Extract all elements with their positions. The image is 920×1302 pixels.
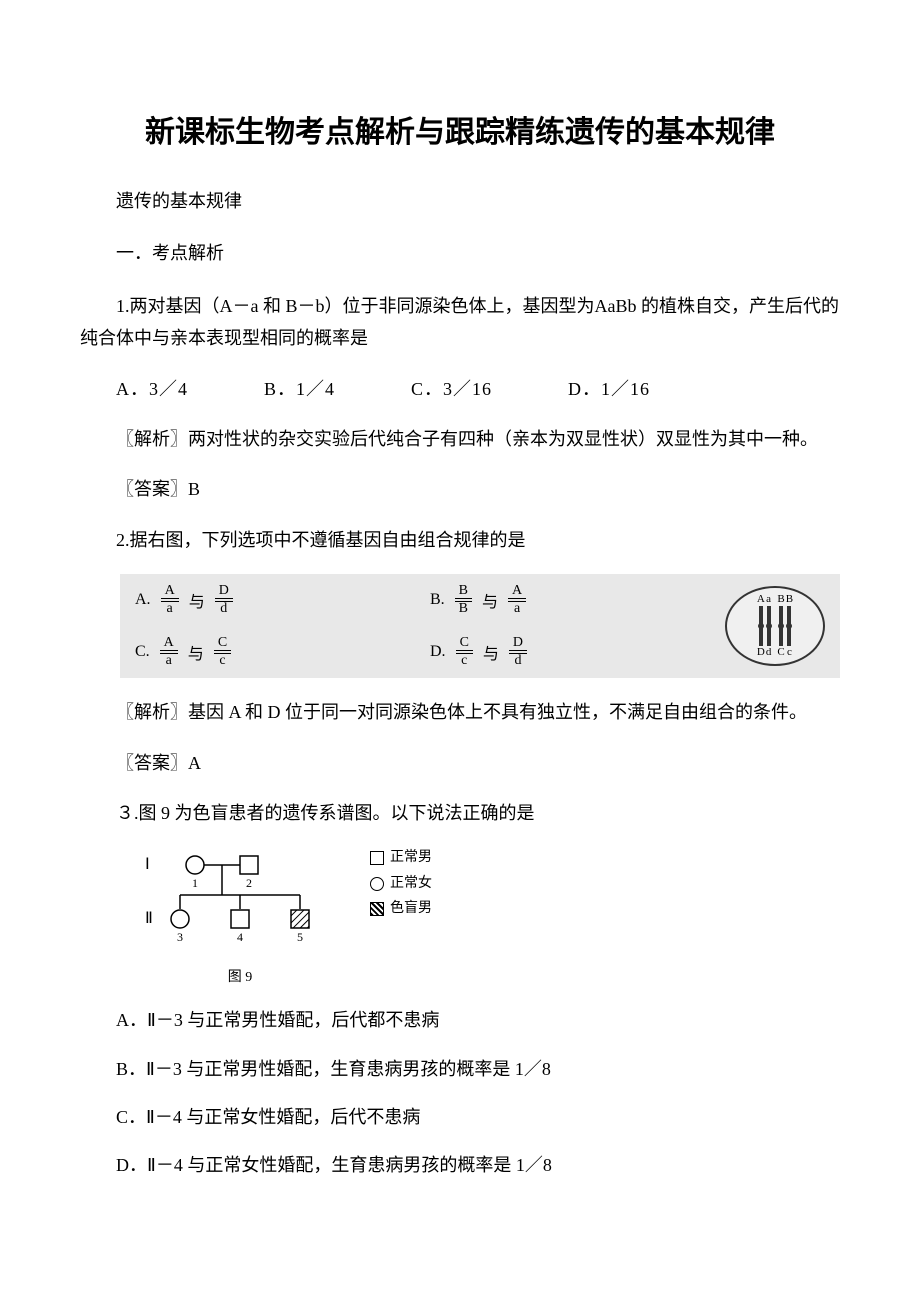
q2-answer: 〖答案〗A xyxy=(80,747,840,779)
q1-text: 1.两对基因（A－a 和 B－b）位于非同源染色体上，基因型为AaBb 的植株自… xyxy=(80,290,840,355)
q2-opt-b-label: B. xyxy=(430,591,445,609)
section-heading-1: 一．考点解析 xyxy=(80,237,840,269)
chrom-lbl: d xyxy=(766,647,772,658)
chrom-lbl: C xyxy=(777,647,784,658)
conj: 与 xyxy=(188,640,204,664)
chrom-lbl: A xyxy=(757,594,765,605)
gene-c-bot2: c xyxy=(215,654,229,668)
chrom-lbl: c xyxy=(787,647,792,658)
gene-d-bot2: d xyxy=(510,654,525,668)
pedigree-id-4: 4 xyxy=(237,930,243,944)
legend-normal-male: 正常男 xyxy=(390,847,432,869)
square-icon xyxy=(370,851,384,865)
gene-b-bot1: B xyxy=(455,602,472,616)
legend-normal-female: 正常女 xyxy=(390,873,432,895)
document-subtitle: 遗传的基本规律 xyxy=(80,185,840,217)
pedigree-id-5: 5 xyxy=(297,930,303,944)
q3-figure: Ⅰ 1 2 Ⅱ 3 4 5 图 9 xyxy=(140,847,840,986)
conj: 与 xyxy=(189,588,205,612)
q3-option-b: B．Ⅱ－3 与正常男性婚配，生育患病男孩的概率是 1／8 xyxy=(80,1053,840,1085)
gene-c-top1: A xyxy=(160,636,178,651)
gene-a-bot: a xyxy=(163,602,177,616)
gen-1-label: Ⅰ xyxy=(145,856,150,873)
q1-options: A．3／4 B．1／4 C．3／16 D．1／16 xyxy=(80,373,840,405)
q3-option-a: A．Ⅱ－3 与正常男性婚配，后代都不患病 xyxy=(80,1004,840,1036)
conj: 与 xyxy=(483,640,499,664)
q2-opt-c-label: C. xyxy=(135,643,150,661)
gene-b-top2: A xyxy=(508,584,526,599)
gene-c-bot1: a xyxy=(162,654,176,668)
pedigree-id-1: 1 xyxy=(192,876,198,890)
chrom-lbl: D xyxy=(757,647,765,658)
q1-analysis: 〖解析〗两对性状的杂交实验后代纯合子有四种（亲本为双显性状）双显性为其中一种。 xyxy=(80,423,840,455)
legend-cb-male: 色盲男 xyxy=(390,898,432,920)
gene-b-bot2: a xyxy=(510,602,524,616)
q2-figure: A. A a 与 D d C. A a xyxy=(120,574,840,678)
q2-option-d: D. C c 与 D d xyxy=(430,636,715,668)
chrom-lbl: B xyxy=(786,594,793,605)
gene-d-top: D xyxy=(215,584,233,599)
chromosome-diagram: A D a d B C B c xyxy=(725,586,825,666)
chrom-lbl: B xyxy=(777,594,784,605)
conj: 与 xyxy=(482,588,498,612)
gene-d-bot1: c xyxy=(457,654,471,668)
chrom-lbl: a xyxy=(766,594,771,605)
q2-opt-d-label: D. xyxy=(430,643,446,661)
gene-c-top2: C xyxy=(214,636,231,651)
q2-option-a: A. A a 与 D d xyxy=(135,584,420,616)
gene-b-top1: B xyxy=(455,584,472,599)
hatched-square-icon xyxy=(370,902,384,916)
gen-2-label: Ⅱ xyxy=(145,910,153,927)
pedigree-id-2: 2 xyxy=(246,876,252,890)
q2-analysis: 〖解析〗基因 A 和 D 位于同一对同源染色体上不具有独立性，不满足自由组合的条… xyxy=(80,696,840,728)
pedigree-id-3: 3 xyxy=(177,930,183,944)
figure-caption: 图 9 xyxy=(140,966,340,986)
q3-text: ３.图 9 为色盲患者的遗传系谱图。以下说法正确的是 xyxy=(80,797,840,829)
gene-d-top1: C xyxy=(456,636,473,651)
q3-option-d: D．Ⅱ－4 与正常女性婚配，生育患病男孩的概率是 1／8 xyxy=(80,1149,840,1181)
q3-option-c: C．Ⅱ－4 与正常女性婚配，后代不患病 xyxy=(80,1101,840,1133)
pedigree-legend: 正常男 正常女 色盲男 xyxy=(370,847,432,923)
gene-d-top2: D xyxy=(509,636,527,651)
q2-option-c: C. A a 与 C c xyxy=(135,636,420,668)
gene-d-bot: d xyxy=(216,602,231,616)
q2-text: 2.据右图，下列选项中不遵循基因自由组合规律的是 xyxy=(80,524,840,556)
q2-option-b: B. B B 与 A a xyxy=(430,584,715,616)
circle-icon xyxy=(370,877,384,891)
document-title: 新课标生物考点解析与跟踪精练遗传的基本规律 xyxy=(80,110,840,155)
q2-opt-a-label: A. xyxy=(135,591,151,609)
gene-a-top: A xyxy=(161,584,179,599)
q1-answer: 〖答案〗B xyxy=(80,473,840,505)
pedigree-svg: Ⅰ 1 2 Ⅱ 3 4 5 xyxy=(140,847,340,957)
